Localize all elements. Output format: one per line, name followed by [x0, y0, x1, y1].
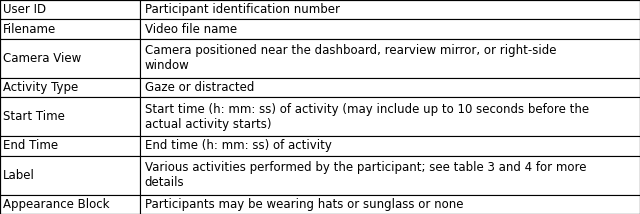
Bar [0, 78, 140, 97]
Text: window: window [145, 59, 189, 72]
Text: Camera positioned near the dashboard, rearview mirror, or right-side: Camera positioned near the dashboard, re… [145, 45, 556, 58]
Text: End Time: End Time [3, 139, 58, 152]
Text: Appearance Block: Appearance Block [3, 198, 109, 211]
Text: Video file name: Video file name [145, 23, 237, 36]
Text: details: details [145, 176, 184, 189]
Bar [140, 0, 640, 19]
Text: Camera View: Camera View [3, 52, 81, 65]
Bar [0, 19, 140, 39]
Text: Start time (h: mm: ss) of activity (may include up to 10 seconds before the: Start time (h: mm: ss) of activity (may … [145, 103, 589, 116]
Text: Participants may be wearing hats or sunglass or none: Participants may be wearing hats or sung… [145, 198, 463, 211]
Bar [140, 195, 640, 214]
Text: Activity Type: Activity Type [3, 81, 79, 94]
Text: actual activity starts): actual activity starts) [145, 118, 271, 131]
Text: Filename: Filename [3, 23, 56, 36]
Text: Gaze or distracted: Gaze or distracted [145, 81, 254, 94]
Text: Various activities performed by the participant; see table 3 and 4 for more: Various activities performed by the part… [145, 161, 586, 174]
Bar [140, 136, 640, 156]
Text: Start Time: Start Time [3, 110, 65, 123]
Bar [140, 78, 640, 97]
Bar [140, 156, 640, 195]
Text: Participant identification number: Participant identification number [145, 3, 340, 16]
Bar [0, 195, 140, 214]
Text: Label: Label [3, 169, 35, 182]
Bar [0, 156, 140, 195]
Bar [140, 39, 640, 78]
Bar [0, 0, 140, 19]
Bar [0, 39, 140, 78]
Bar [0, 136, 140, 156]
Bar [0, 97, 140, 136]
Text: User ID: User ID [3, 3, 46, 16]
Text: End time (h: mm: ss) of activity: End time (h: mm: ss) of activity [145, 139, 332, 152]
Bar [140, 19, 640, 39]
Bar [140, 97, 640, 136]
